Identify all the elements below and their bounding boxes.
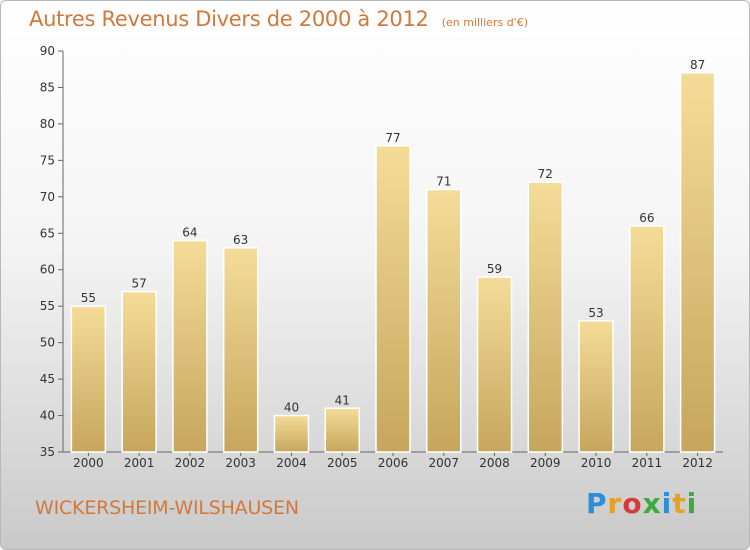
bar-2002 <box>172 239 208 453</box>
data-label-2010: 53 <box>588 306 603 320</box>
data-label-2005: 41 <box>335 393 350 407</box>
x-tick-label-2010: 2010 <box>581 456 612 470</box>
data-label-2004: 40 <box>284 401 299 415</box>
x-tick-label-2006: 2006 <box>378 456 409 470</box>
x-tick-label-2011: 2011 <box>632 456 663 470</box>
y-tick: 50 <box>40 336 63 350</box>
y-tick: 55 <box>40 299 63 313</box>
bar-2000 <box>70 305 107 453</box>
y-tick-label: 85 <box>40 80 55 94</box>
y-tick-label: 40 <box>40 409 55 423</box>
y-tick: 80 <box>40 117 63 131</box>
y-tick-label: 90 <box>40 44 55 58</box>
logo-letter: o <box>622 487 643 520</box>
bar-2012 <box>679 72 716 453</box>
bar-2010 <box>578 320 614 453</box>
y-tick-label: 70 <box>40 190 55 204</box>
place-name: WICKERSHEIM-WILSHAUSEN <box>35 497 299 519</box>
x-tick-label-2001: 2001 <box>124 456 155 470</box>
x-tick-label-2012: 2012 <box>682 456 713 470</box>
y-tick-label: 65 <box>40 226 55 240</box>
bar-2008 <box>476 276 513 453</box>
x-tick-label-2003: 2003 <box>225 456 256 470</box>
y-tick-label: 75 <box>40 153 55 167</box>
data-label-2003: 63 <box>233 233 248 247</box>
y-tick-label: 35 <box>40 445 55 459</box>
logo-letter: P <box>586 487 608 520</box>
logo-letter: x <box>642 487 662 520</box>
bar-2006 <box>375 145 411 453</box>
x-tick-label-2005: 2005 <box>327 456 358 470</box>
bar-2009 <box>527 181 564 453</box>
title-row: Autres Revenus Divers de 2000 à 2012 (en… <box>29 7 528 31</box>
y-tick-label: 50 <box>40 336 55 350</box>
chart-unit: (en milliers d'€) <box>441 16 528 29</box>
data-label-2012: 87 <box>690 58 705 72</box>
bar-2003 <box>222 247 259 453</box>
chart-bars: 55 57 64 63 40 41 77 71 59 72 53 66 87 <box>70 58 716 453</box>
logo-letter: r <box>607 487 623 520</box>
data-label-2000: 55 <box>81 291 96 305</box>
x-tick-label-2004: 2004 <box>276 456 307 470</box>
data-label-2011: 66 <box>639 211 654 225</box>
x-tick-label-2008: 2008 <box>479 456 510 470</box>
data-label-2002: 64 <box>182 226 197 240</box>
y-tick: 70 <box>40 190 63 204</box>
y-tick-label: 55 <box>40 299 55 313</box>
chart-title: Autres Revenus Divers de 2000 à 2012 <box>29 7 429 31</box>
x-tick-label-2007: 2007 <box>428 456 459 470</box>
bar-2007 <box>426 188 462 453</box>
y-tick: 45 <box>40 372 63 386</box>
bar-2005 <box>324 407 360 453</box>
chart-axes: 35 40 45 50 55 60 65 70 75 80 85 90 2000 2001 2002 2003… <box>40 44 723 470</box>
x-tick-label-2000: 2000 <box>73 456 104 470</box>
y-tick: 85 <box>40 80 63 94</box>
proxiti-logo[interactable]: Proxiti <box>586 487 697 520</box>
logo-letter: i <box>661 487 673 520</box>
y-tick: 60 <box>40 263 63 277</box>
y-tick: 90 <box>40 44 63 58</box>
bar-2011 <box>629 225 665 453</box>
x-tick-label-2009: 2009 <box>530 456 561 470</box>
bar-2004 <box>273 414 310 453</box>
logo-letter: i <box>686 487 698 520</box>
y-tick: 65 <box>40 226 63 240</box>
logo-letter: t <box>672 487 687 520</box>
bar-2001 <box>121 290 157 453</box>
data-label-2008: 59 <box>487 262 502 276</box>
y-tick-label: 60 <box>40 263 55 277</box>
y-tick-label: 80 <box>40 117 55 131</box>
y-tick-label: 45 <box>40 372 55 386</box>
y-tick: 40 <box>40 409 63 423</box>
data-label-2007: 71 <box>436 175 451 189</box>
data-label-2009: 72 <box>538 167 553 181</box>
y-tick: 75 <box>40 153 63 167</box>
data-label-2006: 77 <box>385 131 400 145</box>
y-tick: 35 <box>40 445 63 459</box>
data-label-2001: 57 <box>132 277 147 291</box>
x-tick-label-2002: 2002 <box>175 456 206 470</box>
